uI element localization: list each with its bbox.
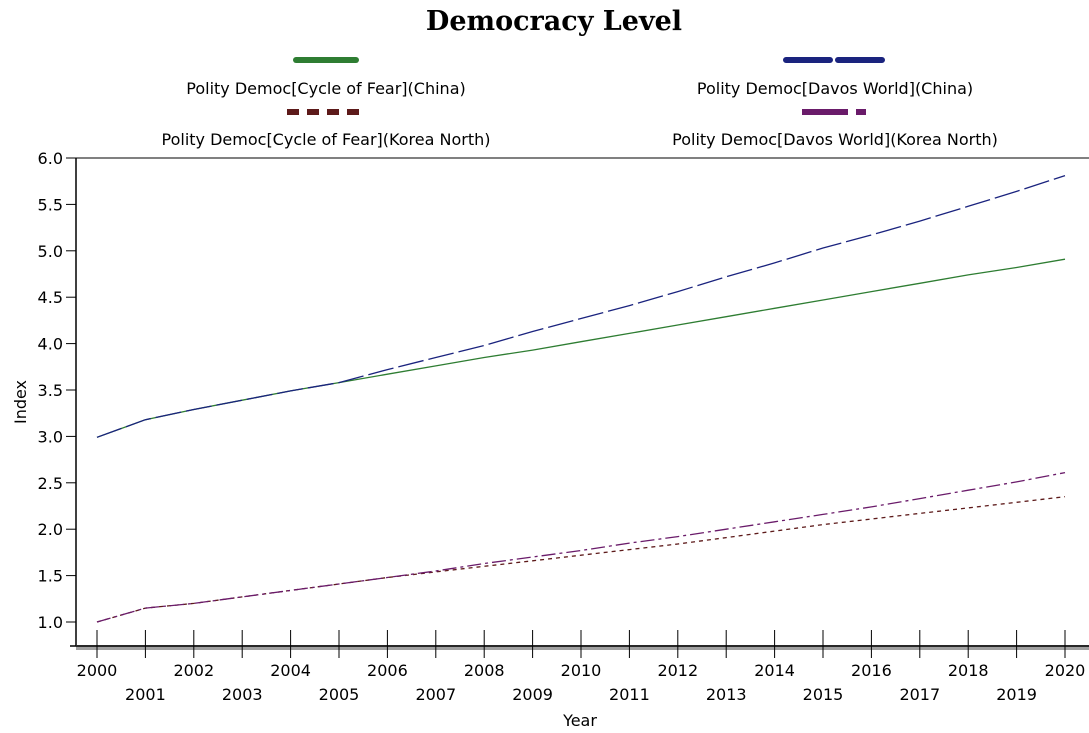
x-tick-label: 2019 [996,685,1037,704]
x-tick-label: 2005 [319,685,360,704]
y-tick-label: 4.0 [38,335,63,354]
series-layer [96,174,1066,623]
legend-item: Polity Democ[Cycle of Fear](China) [186,57,466,98]
y-tick-label: 4.5 [38,288,63,307]
y-tick-label: 6.0 [38,149,63,168]
x-tick-label: 2010 [561,661,602,680]
x-tick-label: 2013 [706,685,747,704]
legend-item: Polity Democ[Davos World](China) [697,57,973,98]
x-ticks: 2000 2002 2004 2006 2008 2010 2012 2014 2016 2018… [77,630,1086,704]
y-ticks: 1.0 1.5 2.0 2.5 3.0 3.5 4.0 4.5 5.0 5.5 6.0 [38,149,76,632]
legend: Polity Democ[Cycle of Fear](China) Polit… [162,57,998,149]
legend-label: Polity Democ[Davos World](Korea North) [672,130,998,149]
x-tick-label: 2016 [851,661,892,680]
y-tick-label: 5.0 [38,242,63,261]
x-tick-label: 2014 [754,661,795,680]
x-tick-label: 2000 [77,661,118,680]
x-tick-label: 2008 [464,661,505,680]
legend-item: Polity Democ[Davos World](Korea North) [672,109,998,149]
x-axis-bar-shadow [76,645,1089,650]
series-line [96,174,1066,438]
y-tick-label: 1.0 [38,613,63,632]
x-tick-label: 2012 [657,661,698,680]
y-tick-label: 2.5 [38,474,63,493]
chart-title: Democracy Level [426,6,682,37]
y-tick-label: 2.0 [38,520,63,539]
x-tick-label: 2003 [222,685,263,704]
x-tick-label: 2015 [803,685,844,704]
series-line [96,258,1066,438]
legend-label: Polity Democ[Davos World](China) [697,79,973,98]
x-tick-label: 2009 [512,685,553,704]
legend-label: Polity Democ[Cycle of Fear](China) [186,79,465,98]
y-tick-label: 5.5 [38,195,63,214]
series-line [96,496,1066,623]
x-tick-label: 2020 [1045,661,1086,680]
x-tick-label: 2011 [609,685,650,704]
legend-item: Polity Democ[Cycle of Fear](Korea North) [162,109,491,149]
x-tick-label: 2017 [899,685,940,704]
series-line [96,471,1066,623]
x-tick-label: 2004 [270,661,311,680]
x-tick-label: 2018 [948,661,989,680]
x-axis-label: Year [562,711,597,730]
x-tick-label: 2002 [173,661,214,680]
x-tick-label: 2006 [367,661,408,680]
x-tick-label: 2001 [125,685,166,704]
y-tick-label: 3.5 [38,381,63,400]
y-axis-label: Index [11,380,30,424]
legend-label: Polity Democ[Cycle of Fear](Korea North) [162,130,491,149]
y-tick-label: 1.5 [38,567,63,586]
y-tick-label: 3.0 [38,427,63,446]
x-tick-label: 2007 [415,685,456,704]
